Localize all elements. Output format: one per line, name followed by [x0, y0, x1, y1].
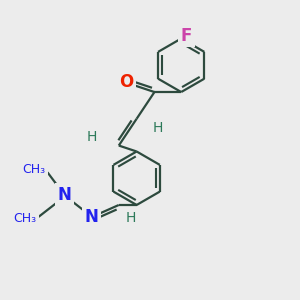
Text: H: H: [152, 121, 163, 135]
Text: N: N: [85, 208, 98, 226]
Text: N: N: [58, 186, 72, 204]
Text: H: H: [87, 130, 97, 144]
Text: H: H: [125, 212, 136, 225]
Text: O: O: [119, 73, 133, 91]
Text: CH₃: CH₃: [14, 212, 37, 225]
Text: CH₃: CH₃: [22, 163, 46, 176]
Text: F: F: [181, 27, 192, 45]
